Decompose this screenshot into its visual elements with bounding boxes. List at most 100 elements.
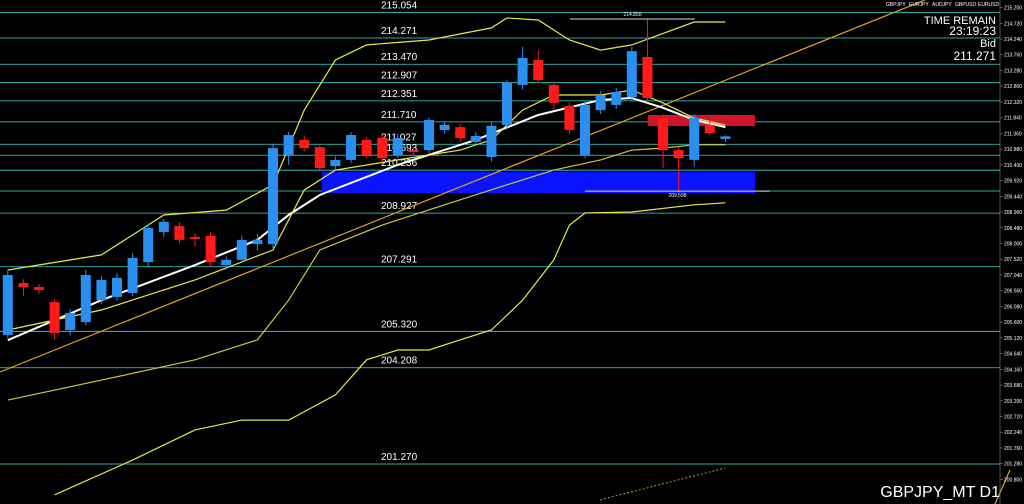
candle-body (408, 150, 419, 153)
symbol-tab[interactable]: EURJPY (909, 2, 929, 8)
candles (2, 19, 731, 341)
y-tick-label: 200.800 (1004, 477, 1022, 483)
y-tick-label: 210.880 (1004, 147, 1022, 153)
candle-body (2, 274, 13, 335)
candle-body (80, 274, 91, 323)
level-label: 215.054 (381, 0, 418, 11)
candle-body (626, 51, 637, 97)
symbol-tab[interactable]: GBPJPY (886, 2, 906, 8)
candle-body (439, 124, 450, 131)
y-tick-label: 204.640 (1004, 352, 1022, 358)
y-tick-label: 202.240 (1004, 430, 1022, 436)
y-tick-label: 204.160 (1004, 367, 1022, 373)
level-label: 201.270 (381, 452, 418, 463)
y-tick-label: 214.720 (1004, 21, 1022, 27)
candle-body (502, 82, 513, 125)
y-tick-label: 208.000 (1004, 241, 1022, 247)
extreme-label: 214.850 (623, 12, 641, 18)
indicator-line (54, 202, 726, 496)
level-label: 212.351 (381, 89, 418, 100)
candle-body (174, 226, 185, 240)
candle-body (252, 239, 263, 245)
y-tick-label: 203.680 (1004, 383, 1022, 389)
candle-body (65, 312, 76, 330)
candle-body (611, 92, 622, 105)
y-tick-label: 211.360 (1004, 131, 1022, 137)
time-value: 23:19:23 (949, 24, 996, 38)
candle-body (330, 159, 341, 167)
y-tick-label: 205.120 (1004, 336, 1022, 342)
bid-label: Bid (980, 38, 996, 50)
candle-body (548, 84, 559, 103)
y-tick-label: 209.920 (1004, 179, 1022, 185)
indicator-line (7, 17, 726, 271)
candle-body (673, 150, 684, 158)
candle-body (564, 105, 575, 131)
candle-body (346, 135, 357, 160)
indicators (7, 17, 726, 496)
candle-body (392, 137, 403, 156)
candle-body (595, 95, 606, 111)
bid-value: 211.271 (954, 49, 997, 63)
candle-body (49, 302, 60, 333)
y-tick-label: 215.200 (1004, 6, 1022, 12)
candle-body (424, 119, 435, 151)
indicator-line (7, 144, 726, 401)
trend-line (994, 469, 1011, 504)
trend-line (0, 0, 926, 373)
candle-body (268, 148, 279, 245)
extreme-label: 209.598 (668, 193, 686, 199)
time-label: TIME REMAIN (924, 15, 996, 27)
candle-body (720, 136, 731, 139)
y-tick-label: 213.280 (1004, 68, 1022, 74)
candle-body (34, 287, 45, 291)
indicator-line (7, 96, 726, 342)
y-tick-label: 206.080 (1004, 304, 1022, 310)
candle-body (704, 124, 715, 134)
y-tick-label: 210.400 (1004, 163, 1022, 169)
candle-body (143, 228, 154, 263)
candle-body (689, 117, 700, 160)
y-tick-label: 212.320 (1004, 100, 1022, 106)
y-tick-label: 206.560 (1004, 289, 1022, 295)
candle-body (299, 139, 310, 149)
candle-body (205, 235, 216, 263)
y-tick-label: 211.840 (1004, 116, 1022, 122)
footer: GBPJPY_MT D1 (880, 484, 1000, 501)
level-label: 212.907 (381, 71, 418, 82)
y-tick-label: 209.440 (1004, 194, 1022, 200)
level-label: 205.320 (381, 319, 418, 330)
symbol-tab[interactable]: GBPUSD (955, 2, 977, 8)
level-label: 204.208 (381, 356, 418, 367)
candle-body (112, 277, 123, 297)
y-tick-label: 202.720 (1004, 415, 1022, 421)
candle-body (221, 259, 232, 266)
candle-body (533, 59, 544, 80)
candle-body (96, 279, 107, 301)
candle-body (517, 58, 528, 85)
level-label: 208.927 (381, 201, 418, 212)
y-tick-label: 213.760 (1004, 53, 1022, 59)
y-tick-label: 201.280 (1004, 462, 1022, 468)
candle-body (580, 104, 591, 156)
candle-body (314, 147, 325, 169)
dotted-line (599, 467, 726, 501)
symbol-tab[interactable]: AUDJPY (932, 2, 952, 8)
level-label: 211.710 (381, 110, 417, 121)
candle-body (642, 57, 653, 98)
y-tick-label: 203.200 (1004, 399, 1022, 405)
candle-body (158, 221, 169, 233)
candle-body (377, 137, 388, 158)
candle-body (190, 236, 201, 239)
candle-body (127, 257, 138, 293)
support-zone (322, 172, 755, 193)
candle-body (470, 135, 481, 142)
symbol-tab[interactable]: EURUSD (978, 2, 1000, 8)
candle-body (361, 139, 372, 156)
candle-body (658, 117, 669, 151)
y-tick-label: 208.480 (1004, 226, 1022, 232)
resistance-zone (648, 115, 755, 126)
